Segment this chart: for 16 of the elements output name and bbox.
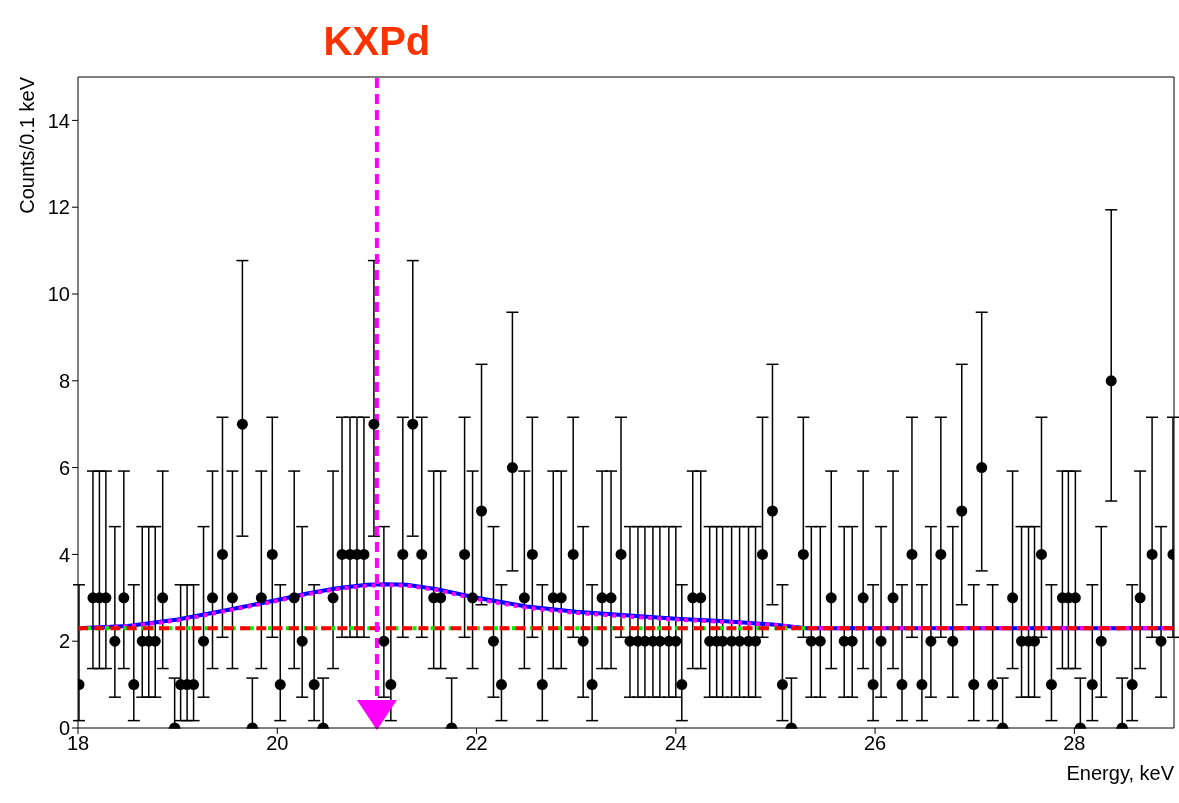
y-tick-label: 12 — [47, 196, 70, 219]
y-tick-label: 14 — [47, 109, 70, 132]
x-tick-label: 22 — [465, 732, 488, 755]
y-tick-label: 4 — [58, 543, 70, 566]
y-tick-label: 2 — [58, 630, 70, 653]
y-tick-label: 6 — [58, 456, 70, 479]
x-tick-label: 24 — [664, 732, 687, 755]
ref-line-label: KXPd — [323, 19, 431, 63]
y-tick-label: 8 — [58, 369, 70, 392]
y-tick-label: 10 — [47, 283, 70, 306]
x-axis-title: Energy, keV — [1066, 762, 1175, 784]
x-tick-label: 26 — [863, 732, 887, 755]
y-tick-label: 0 — [58, 717, 70, 740]
x-tick-label: 28 — [1063, 732, 1086, 755]
x-tick-label: 20 — [266, 732, 289, 755]
y-axis-title: Counts/0.1 keV — [16, 76, 38, 214]
